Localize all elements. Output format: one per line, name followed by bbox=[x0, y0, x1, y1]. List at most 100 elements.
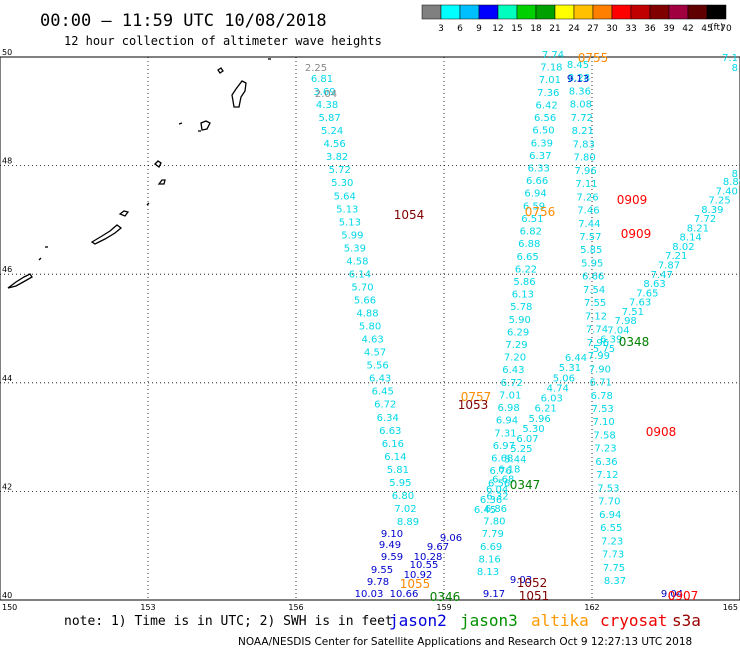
swh-value-jason3: 6.45 bbox=[372, 387, 394, 398]
swh-value-jason3: 5.72 bbox=[329, 165, 351, 176]
lon-tick-label: 159 bbox=[436, 603, 451, 612]
swh-value-jason3: 7.74 bbox=[542, 50, 564, 61]
satellite-name-cryosat: cryosat bbox=[600, 611, 667, 630]
swh-value-jason2: 10.55 bbox=[410, 560, 439, 571]
swh-value-jason3: 8.63 bbox=[643, 279, 665, 290]
swh-value-jason3: 6.36 bbox=[480, 495, 502, 506]
swh-value-jason3: 6.65 bbox=[517, 252, 539, 263]
swh-value-jason3: 6.07 bbox=[516, 434, 538, 445]
swh-value-jason3: 8.28 bbox=[568, 73, 590, 84]
pass-time-label: 0346 bbox=[430, 590, 461, 604]
swh-value-jason3: 7.01 bbox=[539, 75, 561, 86]
swh-value-jason3: 7.11 bbox=[575, 179, 597, 190]
scale-tick-label: 30 bbox=[606, 24, 618, 34]
scale-tick-label: 36 bbox=[644, 24, 656, 34]
lat-tick-label: 42 bbox=[2, 482, 12, 491]
swh-value-jason3: 6.13 bbox=[512, 290, 534, 301]
scale-swatch bbox=[535, 4, 556, 20]
swh-value-jason3: 3.69 bbox=[313, 87, 335, 98]
swh-value-jason3: 7.70 bbox=[598, 497, 620, 508]
swh-value-jason3: 7.63 bbox=[629, 298, 651, 309]
swh-value-jason3: 6.33 bbox=[528, 163, 550, 174]
swh-value-jason3: 6.14 bbox=[384, 452, 406, 463]
swh-value-jason3: 7.23 bbox=[601, 536, 623, 547]
swh-value-jason3: 5.75 bbox=[593, 344, 615, 355]
swh-value-jason3: 7.31 bbox=[494, 428, 516, 439]
pass-time-label: 0347 bbox=[510, 478, 541, 492]
swh-value-jason3: 7.12 bbox=[596, 470, 618, 481]
swh-value-jason3: 7.96 bbox=[574, 166, 596, 177]
swh-value-jason3: 6.36 bbox=[595, 457, 617, 468]
swh-value-jason3: 5.06 bbox=[553, 373, 575, 384]
swh-value-jason3: 5.80 bbox=[359, 322, 381, 333]
swh-value-jason3: 6.94 bbox=[496, 416, 518, 427]
scale-unit-label: (ft) bbox=[710, 23, 724, 33]
swh-value-low: 2.25 bbox=[305, 63, 327, 74]
scale-swatch bbox=[478, 4, 499, 20]
scale-swatch bbox=[592, 4, 613, 20]
swh-value-jason3: 6.66 bbox=[526, 176, 548, 187]
swh-value-jason3: 6.21 bbox=[535, 404, 557, 415]
swh-value-jason2: 9.55 bbox=[371, 565, 393, 576]
swh-value-jason3: 4.57 bbox=[364, 348, 386, 359]
scale-swatch bbox=[459, 4, 480, 20]
scale-tick-label: 39 bbox=[663, 24, 675, 34]
swh-value-jason3: 6.68 bbox=[492, 475, 514, 486]
scale-swatch bbox=[687, 4, 708, 20]
swh-value-jason3: 5.30 bbox=[331, 178, 353, 189]
swh-value-jason2: 10.03 bbox=[355, 589, 384, 600]
lat-tick-label: 46 bbox=[2, 265, 12, 274]
swh-value-jason3: 6.29 bbox=[507, 327, 529, 338]
swh-value-jason3: 7.75 bbox=[603, 563, 625, 574]
swh-value-jason3: 7.20 bbox=[504, 353, 526, 364]
swh-value-jason3: 7.02 bbox=[394, 504, 416, 515]
swh-value-jason3: 7.72 bbox=[571, 113, 593, 124]
swh-value-jason2: 9.10 bbox=[381, 529, 403, 540]
swh-value-jason3: 3.82 bbox=[326, 152, 348, 163]
swh-value-jason3: 7.98 bbox=[615, 316, 637, 327]
swh-value-jason3: 7.96 bbox=[587, 338, 609, 349]
swh-value-jason3: 6.80 bbox=[392, 491, 414, 502]
swh-value-edge: 8 bbox=[732, 63, 738, 74]
scale-tick-label: 3 bbox=[438, 24, 444, 34]
swh-value-jason3: 5.95 bbox=[389, 478, 411, 489]
swh-value-jason3: 5.87 bbox=[318, 113, 340, 124]
swh-value-jason3: 6.39 bbox=[531, 138, 553, 149]
swh-value-jason3: 5.99 bbox=[341, 230, 363, 241]
swh-value-jason3: 7.46 bbox=[577, 206, 599, 217]
scale-swatch bbox=[630, 4, 651, 20]
swh-value-jason3: 5.44 bbox=[504, 454, 526, 465]
page-title: 00:00 – 11:59 UTC 10/08/2018 bbox=[40, 11, 327, 31]
swh-value-jason3: 7.57 bbox=[579, 232, 601, 243]
swh-value-jason3: 8.37 bbox=[604, 576, 626, 587]
pass-time-label: 1055 bbox=[400, 577, 431, 591]
swh-value-jason3: 7.21 bbox=[665, 251, 687, 262]
swh-value-jason3: 5.70 bbox=[351, 282, 373, 293]
swh-value-jason3: 7.80 bbox=[574, 153, 596, 164]
swh-value-jason2: 10.92 bbox=[404, 570, 433, 581]
swh-value-jason3: 6.43 bbox=[369, 374, 391, 385]
scale-tick-label: 21 bbox=[549, 24, 560, 34]
lon-tick-label: 150 bbox=[2, 603, 17, 612]
pass-time-label: 1051 bbox=[519, 589, 550, 603]
scale-swatch bbox=[649, 4, 670, 20]
swh-value-jason3: 7.79 bbox=[482, 529, 504, 540]
swh-value-jason3: 7.44 bbox=[578, 219, 600, 230]
swh-value-jason3: 6.82 bbox=[520, 227, 542, 238]
swh-value-jason2: 9.59 bbox=[381, 552, 403, 563]
swh-value-jason2: 9.04 bbox=[661, 589, 683, 600]
swh-value-jason3: 8.89 bbox=[723, 177, 740, 188]
swh-value-jason3: 5.13 bbox=[336, 204, 358, 215]
pass-time-label: 1052 bbox=[517, 576, 548, 590]
swh-value-jason3: 4.58 bbox=[346, 256, 368, 267]
swh-value-jason3: 6.55 bbox=[600, 523, 622, 534]
swh-value-jason3: 7.01 bbox=[499, 390, 521, 401]
swh-value-jason3: 5.66 bbox=[354, 296, 376, 307]
footer-credit: NOAA/NESDIS Center for Satellite Applica… bbox=[238, 636, 692, 648]
scale-swatch bbox=[668, 4, 689, 20]
swh-value-jason3: 7.25 bbox=[708, 196, 730, 207]
swh-value-jason3: 6.56 bbox=[534, 113, 556, 124]
swh-value-jason3: 6.72 bbox=[501, 378, 523, 389]
scale-tick-label: 42 bbox=[682, 24, 693, 34]
